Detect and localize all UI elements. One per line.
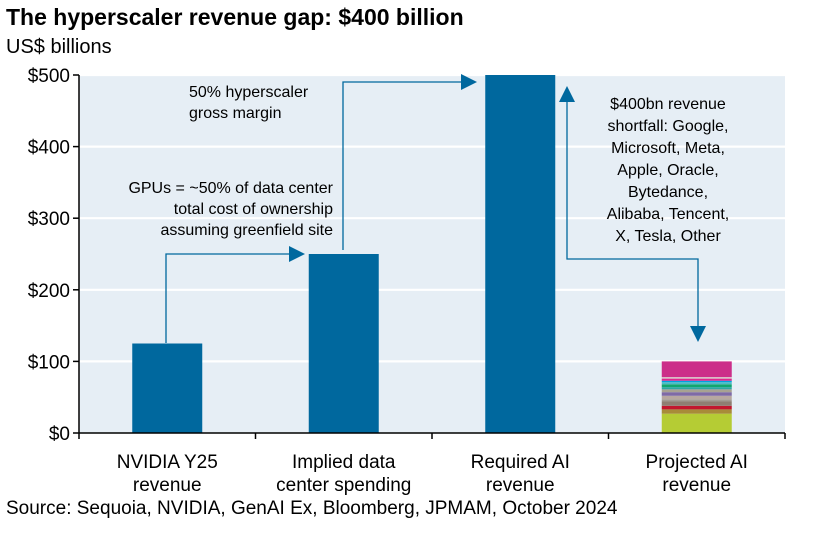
x-category-label-2-line-1: Implied data (292, 452, 396, 473)
axes (73, 74, 786, 439)
x-category-label-2-line-2: center spending (276, 475, 411, 496)
y-tick-labels: $0 $100 $200 $300 $400 $500 (28, 66, 70, 445)
arrow-shortfall-bottom-head (690, 326, 706, 342)
y-tick-label-400: $400 (28, 138, 70, 159)
stack-segment-3 (661, 405, 732, 410)
bar-2 (308, 254, 379, 433)
gpu-annotation: GPUs = ~50% of data center total cost of… (128, 180, 333, 239)
shortfall-annotation-line-6: Alibaba, Tencent, (607, 206, 729, 223)
arrow-margin-connector (342, 81, 463, 250)
arrow-gpu-head (289, 246, 305, 262)
stack-segment-2 (661, 409, 732, 414)
stack-segment-14 (661, 377, 732, 379)
bar-1 (132, 343, 203, 433)
arrow-shortfall-connector (566, 100, 699, 328)
stack-segment-12 (661, 380, 732, 383)
stack-segment-5 (661, 399, 732, 402)
shortfall-annotation: $400bn revenue shortfall: Google, Micros… (607, 96, 729, 245)
shortfall-annotation-line-1: $400bn revenue (610, 96, 726, 113)
annotation-arrows (165, 74, 706, 343)
margin-annotation-line-2: gross margin (189, 105, 281, 122)
shortfall-annotation-line-7: X, Tesla, Other (615, 228, 721, 245)
y-tick-label-300: $300 (28, 209, 70, 230)
bars (132, 75, 556, 433)
source-note: Source: Sequoia, NVIDIA, GenAI Ex, Bloom… (6, 498, 618, 519)
x-category-label-3-line-1: Required AI (471, 452, 570, 473)
stack-segment-4 (661, 401, 732, 406)
margin-annotation-line-1: 50% hyperscaler (189, 84, 309, 101)
stack-segment-7 (661, 392, 732, 396)
stack-segment-1 (661, 413, 732, 433)
stack-segment-13 (661, 378, 732, 381)
gpu-annotation-line-1: GPUs = ~50% of data center (128, 180, 333, 197)
x-category-label-1-line-1: NVIDIA Y25 (117, 452, 218, 473)
arrow-gpu-connector (165, 253, 292, 343)
stack-segment-8 (661, 389, 732, 393)
shortfall-annotation-line-2: shortfall: Google, (608, 118, 729, 135)
gpu-annotation-line-2: total cost of ownership (174, 201, 333, 218)
x-category-label-4-line-1: Projected AI (646, 452, 748, 473)
chart-subtitle: US$ billions (6, 36, 112, 58)
x-category-label-3-line-2: revenue (486, 475, 555, 496)
y-tick-label-100: $100 (28, 352, 70, 373)
y-tick-label-0: $0 (49, 424, 70, 445)
stack-segment-15 (661, 361, 732, 378)
stack-segment-9 (661, 387, 732, 390)
stack-segment-6 (661, 395, 732, 400)
shortfall-annotation-line-3: Microsoft, Meta, (611, 140, 725, 157)
chart-title: The hyperscaler revenue gap: $400 billio… (6, 4, 464, 30)
y-tick-label-500: $500 (28, 66, 70, 87)
arrow-shortfall-top-head (559, 86, 575, 102)
shortfall-annotation-line-4: Apple, Oracle, (617, 162, 718, 179)
gpu-annotation-line-3: assuming greenfield site (160, 222, 333, 239)
stack-segment-10 (661, 384, 732, 388)
margin-annotation: 50% hyperscaler gross margin (189, 84, 309, 122)
stack-segment-11 (661, 382, 732, 385)
stacked-bar-projected (661, 361, 732, 433)
arrow-margin-head (461, 74, 477, 90)
x-category-label-1-line-2: revenue (133, 475, 202, 496)
bar-3 (485, 75, 556, 433)
x-category-label-4-line-2: revenue (662, 475, 731, 496)
y-tick-label-200: $200 (28, 281, 70, 302)
shortfall-annotation-line-5: Bytedance, (628, 184, 708, 201)
